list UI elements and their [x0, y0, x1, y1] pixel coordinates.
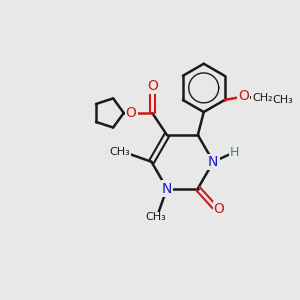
- Text: H: H: [230, 146, 239, 159]
- Text: O: O: [147, 79, 158, 93]
- Text: N: N: [208, 155, 218, 169]
- Text: CH₂: CH₂: [252, 94, 273, 103]
- Text: O: O: [214, 202, 224, 216]
- Text: O: O: [238, 89, 249, 103]
- Text: CH₃: CH₃: [146, 212, 166, 223]
- Text: CH₃: CH₃: [273, 95, 294, 105]
- Text: N: N: [162, 182, 172, 196]
- Text: CH₃: CH₃: [109, 147, 130, 157]
- Text: O: O: [126, 106, 136, 120]
